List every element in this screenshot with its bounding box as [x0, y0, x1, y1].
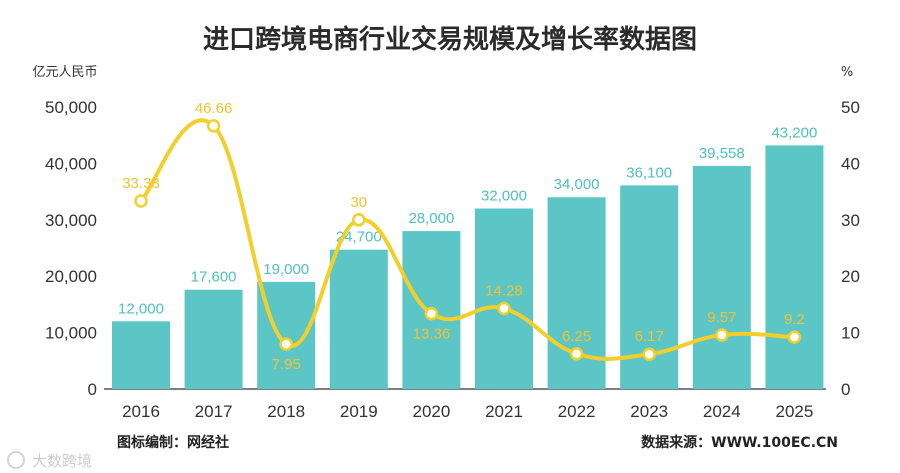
growth-rate-label: 6.17 — [635, 328, 664, 345]
x-axis-tick-label: 2017 — [195, 402, 233, 421]
growth-rate-label: 9.57 — [707, 309, 736, 326]
footer-credit: 图标编制：网经社 — [117, 434, 229, 451]
right-axis-tick-label: 30 — [841, 211, 860, 230]
growth-rate-point — [715, 328, 729, 342]
bar-value-label: 43,200 — [771, 124, 817, 141]
left-axis-tick-label: 30,000 — [45, 211, 97, 230]
growth-rate-label: 14.28 — [485, 282, 523, 299]
watermark-logo-icon — [7, 451, 25, 469]
right-axis-tick-label: 20 — [841, 267, 860, 286]
bar-value-label: 19,000 — [263, 261, 309, 278]
x-axis-tick-label: 2016 — [122, 402, 160, 421]
left-axis-tick-label: 0 — [88, 380, 97, 399]
x-axis-tick-label: 2021 — [485, 402, 523, 421]
right-axis-tick-label: 10 — [841, 324, 860, 343]
bar — [692, 165, 751, 389]
growth-rate-point — [424, 306, 439, 321]
growth-rate-point — [497, 301, 511, 316]
x-axis: 2016 2017 2018 2019 2020 2021 2022 2023 2024 2025 — [122, 402, 813, 421]
bar-value-label: 32,000 — [481, 188, 527, 205]
right-axis: 0 10 20 30 40 50 — [841, 98, 860, 399]
growth-rate-label: 33.33 — [122, 175, 160, 192]
left-axis-tick-label: 10,000 — [45, 324, 97, 343]
growth-rate-point — [642, 347, 656, 361]
bar-value-label: 12,000 — [118, 300, 164, 317]
growth-rate-point — [279, 337, 293, 351]
growth-rate-point — [569, 347, 584, 361]
growth-rate-label: 9.2 — [784, 311, 805, 328]
footer-source: 数据来源：WWW.100EC.CN — [641, 434, 838, 451]
chart-title: 进口跨境电商行业交易规模及增长率数据图 — [203, 24, 697, 55]
growth-rate-label: 6.25 — [562, 328, 591, 345]
bar — [475, 208, 533, 389]
growth-rate-point — [206, 119, 221, 133]
bar-value-label: 39,558 — [699, 145, 745, 162]
growth-rate-label: 30 — [350, 194, 367, 211]
watermark-text: 大数跨境 — [32, 452, 92, 470]
x-axis-tick-label: 2025 — [775, 402, 813, 421]
growth-rate-labels: 33.33 46.66 7.95 30 13.36 14.28 6.25 6.17 9.57 9.… — [122, 100, 805, 373]
x-axis-tick-label: 2022 — [558, 402, 596, 421]
x-axis-tick-label: 2024 — [703, 402, 741, 421]
bar — [329, 249, 388, 389]
watermark: 大数跨境 — [7, 451, 92, 470]
bar-value-label: 17,600 — [191, 269, 237, 286]
bar-value-label: 28,000 — [408, 210, 454, 227]
bar — [112, 321, 170, 389]
bar — [765, 145, 824, 389]
growth-rate-label: 13.36 — [413, 326, 451, 343]
growth-rate-series — [134, 118, 802, 361]
right-axis-tick-label: 0 — [841, 380, 850, 399]
left-axis: 0 10,000 20,000 30,000 40,000 50,000 — [45, 98, 97, 399]
x-axis-tick-label: 2018 — [267, 402, 305, 421]
left-axis-tick-label: 20,000 — [45, 267, 97, 286]
bar-series — [112, 145, 824, 389]
bar-value-label: 34,000 — [554, 176, 600, 193]
growth-rate-label: 46.66 — [195, 100, 233, 117]
x-axis-tick-label: 2023 — [630, 402, 668, 421]
bar-value-label: 36,100 — [626, 164, 672, 181]
x-axis-tick-label: 2020 — [412, 402, 450, 421]
growth-rate-point — [134, 194, 148, 208]
right-axis-tick-label: 50 — [841, 98, 860, 117]
growth-rate-point — [352, 213, 366, 227]
left-axis-tick-label: 40,000 — [45, 154, 97, 173]
left-axis-tick-label: 50,000 — [45, 98, 97, 117]
x-axis-tick-label: 2019 — [340, 402, 378, 421]
growth-rate-point — [787, 330, 802, 344]
right-axis-tick-label: 40 — [841, 154, 860, 173]
growth-rate-label: 7.95 — [272, 356, 301, 373]
bar — [184, 289, 243, 389]
right-axis-unit: % — [841, 65, 853, 80]
left-axis-unit: 亿元人民币 — [32, 65, 97, 80]
